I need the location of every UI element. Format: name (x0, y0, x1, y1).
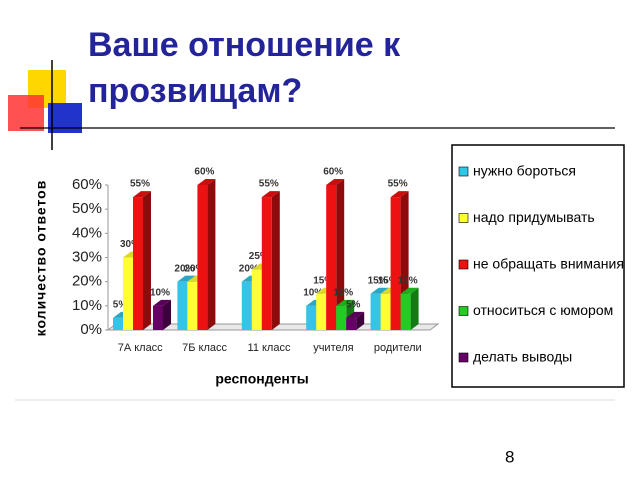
data-label: 10% (333, 287, 353, 298)
bar-side (271, 191, 280, 330)
data-label: 20% (184, 263, 204, 274)
bar-side (143, 191, 151, 330)
bar-top (261, 191, 280, 198)
bar (400, 293, 411, 330)
data-label: 15% (378, 275, 398, 286)
y-tick-label: 0% (80, 321, 102, 338)
title: прозвищам? (88, 72, 302, 110)
bar (187, 281, 198, 330)
bar-side (163, 299, 171, 330)
y-tick-label: 50% (72, 200, 102, 217)
y-tick-label: 20% (72, 273, 102, 290)
bar (261, 197, 272, 330)
bar-side (207, 179, 216, 330)
data-label: 55% (388, 179, 408, 190)
y-tick-label: 40% (72, 224, 102, 241)
bar-top (390, 191, 409, 198)
bar (177, 281, 188, 330)
bar-top (133, 191, 151, 198)
legend-label: надо придумывать (473, 209, 595, 225)
data-label: 20% (239, 263, 259, 274)
data-label: 5% (113, 300, 128, 311)
legend-label: не обращать внимания (473, 256, 624, 272)
bar-top (326, 179, 345, 185)
bar (316, 293, 327, 330)
data-label: 10% (150, 287, 170, 298)
data-label: 20% (174, 263, 194, 274)
bar (113, 317, 123, 330)
title: Ваше отношение к (88, 26, 401, 64)
data-label: 15% (368, 275, 388, 286)
legend-swatch (458, 166, 469, 177)
legend-label: относиться с юмором (473, 302, 613, 318)
data-label: 10% (303, 287, 323, 298)
bar (133, 197, 143, 330)
data-label: 55% (259, 179, 279, 190)
data-label: 55% (130, 179, 150, 190)
bar-top (370, 287, 389, 294)
legend-swatch (458, 352, 469, 363)
bar-top (177, 275, 196, 282)
bar (197, 185, 208, 330)
y-tick-label: 10% (72, 297, 102, 314)
legend-swatch (458, 259, 469, 270)
bar-side (356, 311, 365, 330)
bar-top (400, 287, 419, 294)
deco-square (8, 95, 44, 131)
data-label: 15% (313, 275, 333, 286)
decoration (8, 60, 615, 401)
x-tick-label: родители (374, 342, 422, 354)
legend-box (451, 144, 625, 388)
bar-side (410, 287, 419, 330)
bar (380, 293, 391, 330)
data-label: 60% (323, 167, 343, 178)
data-label: 5% (346, 300, 361, 311)
data-label: 15% (398, 275, 418, 286)
x-tick-label: 7А класс (118, 342, 163, 354)
legend-label: нужно бороться (473, 163, 576, 179)
bar (390, 197, 401, 330)
x-tick-label: 11 класс (248, 342, 291, 354)
y-tick-label: 30% (72, 248, 102, 265)
y-tick-label: 60% (72, 176, 102, 193)
bar (306, 305, 317, 330)
bar (336, 305, 347, 330)
bar (153, 305, 163, 330)
legend-swatch (458, 213, 469, 223)
bar-top (197, 179, 216, 185)
bar (251, 269, 262, 330)
bar-side (336, 179, 345, 330)
data-label: 25% (249, 251, 269, 262)
legend-swatch (458, 306, 469, 316)
x-axis-title: респонденты (215, 371, 308, 387)
x-tick-label: 7Б класс (182, 342, 227, 354)
bar (346, 317, 357, 330)
bar (241, 281, 252, 330)
bar (123, 257, 133, 330)
bar-top (153, 299, 171, 306)
legend-label: делать выводы (473, 349, 572, 365)
x-tick-label: учителя (313, 342, 353, 354)
slide-number: 8 (505, 447, 514, 466)
data-label: 30% (120, 239, 140, 250)
bar-top (346, 311, 365, 318)
y-axis-title: количество ответов (33, 180, 49, 337)
bar-top (336, 299, 355, 306)
data-label: 60% (194, 167, 214, 178)
bar (326, 185, 337, 330)
bar (370, 293, 381, 330)
